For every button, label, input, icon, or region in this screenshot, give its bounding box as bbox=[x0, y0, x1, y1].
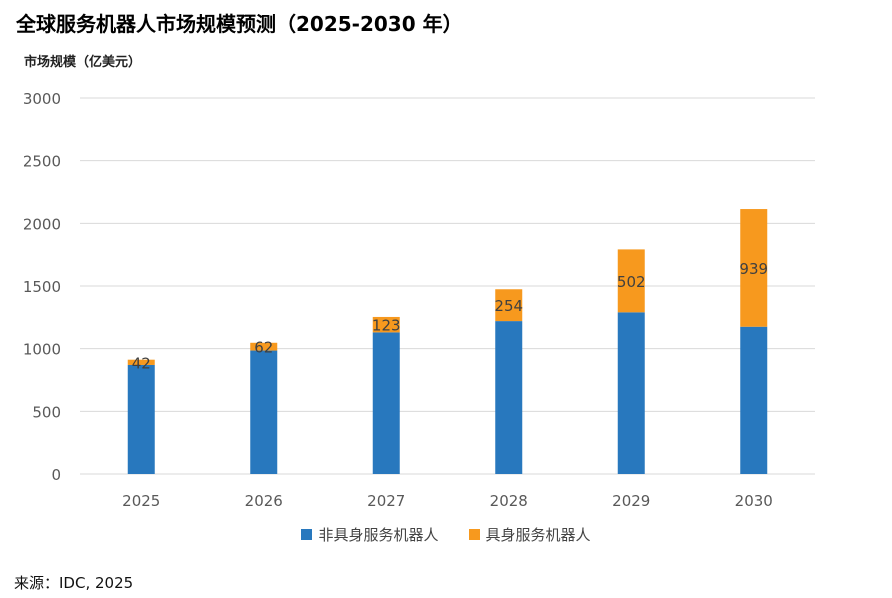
data-label-embodied: 42 bbox=[132, 354, 151, 372]
x-tick-label: 2030 bbox=[735, 492, 773, 510]
legend-item-embodied[interactable]: 具身服务机器人 bbox=[468, 524, 591, 545]
bar-embodied bbox=[740, 209, 768, 327]
bar-embodied bbox=[617, 249, 645, 313]
bar-embodied bbox=[127, 359, 155, 365]
bar-embodied bbox=[372, 316, 400, 333]
x-tick-label: 2025 bbox=[122, 492, 160, 510]
data-label-embodied: 939 bbox=[739, 260, 768, 278]
y-tick-label: 0 bbox=[51, 466, 61, 484]
bar-non-embodied bbox=[740, 326, 768, 474]
legend: 非具身服务机器人 具身服务机器人 bbox=[0, 524, 892, 545]
y-tick-label: 3000 bbox=[23, 90, 61, 108]
bar-non-embodied bbox=[127, 364, 155, 474]
chart-plot: 0 500 1000 1500 2000 2500 3000 42 62 123 254 502 93… bbox=[23, 90, 815, 510]
data-labels: 42 62 123 254 502 939 bbox=[132, 260, 768, 372]
bar-embodied bbox=[495, 289, 523, 322]
y-tick-label: 2000 bbox=[23, 215, 61, 233]
y-tick-label: 500 bbox=[32, 403, 61, 421]
y-tick-label: 2500 bbox=[23, 153, 61, 171]
data-label-embodied: 62 bbox=[254, 339, 273, 357]
x-tick-label: 2027 bbox=[367, 492, 405, 510]
legend-label-non-embodied: 非具身服务机器人 bbox=[318, 526, 439, 544]
source-note: 来源：IDC, 2025 bbox=[14, 574, 134, 592]
x-tick-label: 2028 bbox=[490, 492, 528, 510]
y-axis-unit-label: 市场规模（亿美元） bbox=[24, 55, 142, 70]
bar-embodied bbox=[250, 342, 278, 351]
chart-title: 全球服务机器人市场规模预测（2025-2030 年） bbox=[16, 12, 463, 36]
bar-non-embodied bbox=[617, 312, 645, 474]
y-tick-label: 1500 bbox=[23, 278, 61, 296]
bar-non-embodied bbox=[250, 350, 278, 474]
legend-swatch-non-embodied bbox=[301, 529, 313, 540]
y-tick-label: 1000 bbox=[23, 341, 61, 359]
data-label-embodied: 502 bbox=[617, 273, 646, 291]
y-axis-ticks: 0 500 1000 1500 2000 2500 3000 bbox=[23, 90, 61, 484]
x-tick-label: 2026 bbox=[245, 492, 283, 510]
grid-lines bbox=[80, 97, 815, 475]
data-label-embodied: 254 bbox=[494, 297, 523, 315]
bar-non-embodied bbox=[495, 321, 523, 474]
bars bbox=[127, 209, 768, 474]
legend-item-non-embodied[interactable]: 非具身服务机器人 bbox=[301, 524, 439, 545]
x-tick-label: 2029 bbox=[612, 492, 650, 510]
legend-swatch-embodied bbox=[468, 529, 480, 540]
data-label-embodied: 123 bbox=[372, 317, 401, 335]
legend-label-embodied: 具身服务机器人 bbox=[485, 526, 591, 544]
x-axis-ticks: 2025 2026 2027 2028 2029 2030 bbox=[122, 492, 773, 510]
bar-non-embodied bbox=[372, 332, 400, 474]
